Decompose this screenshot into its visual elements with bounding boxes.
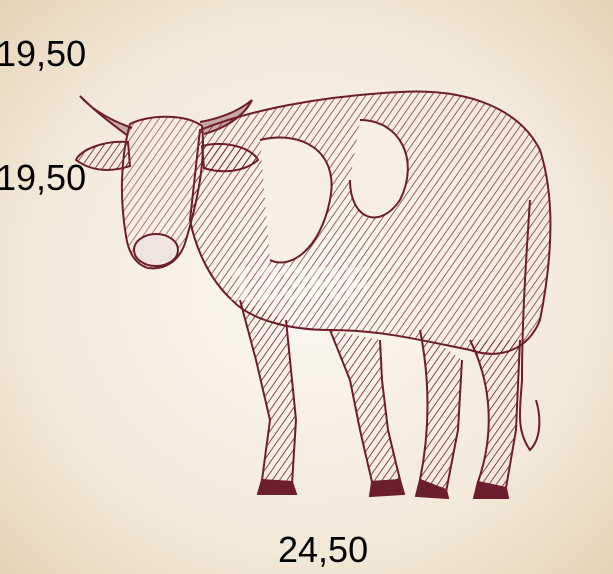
- cow-sketch: 123RF: [0, 0, 613, 574]
- label: 19,50: [0, 36, 86, 72]
- label: 19,50: [0, 160, 86, 196]
- watermark: 123RF: [228, 258, 372, 311]
- image-scene: 123RF 19,50 19,50 24,50: [0, 0, 613, 574]
- label: 24,50: [278, 532, 368, 568]
